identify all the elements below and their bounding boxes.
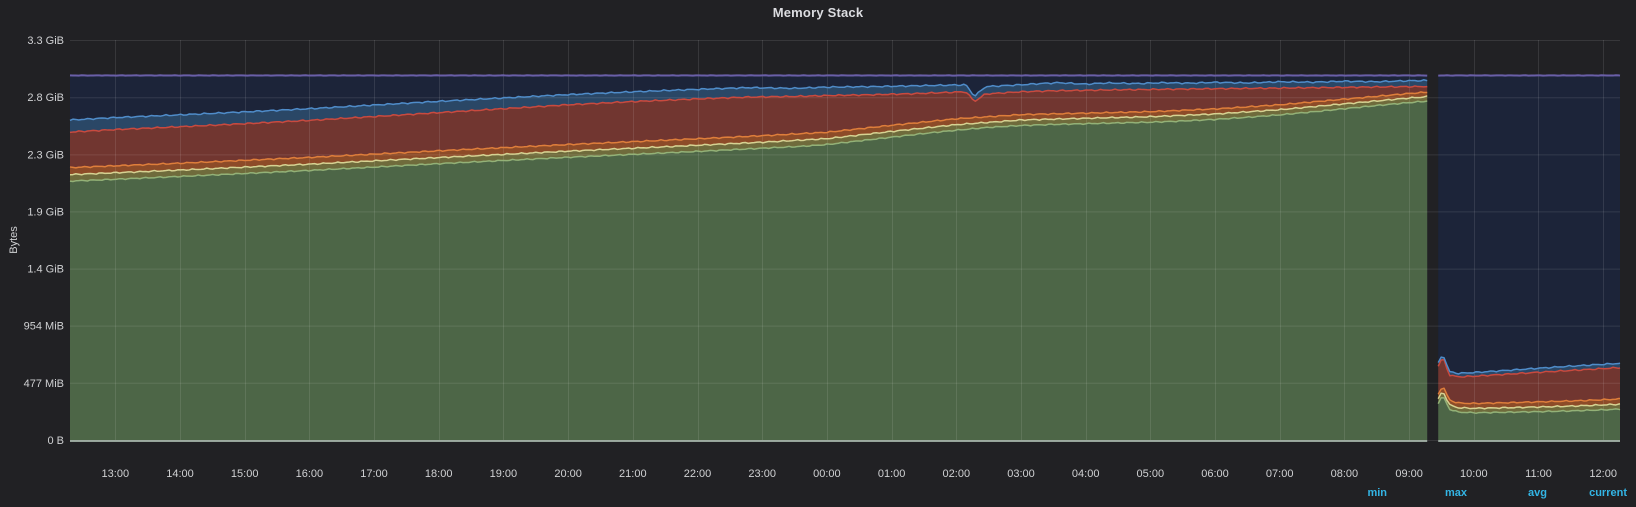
x-tick-label: 20:00: [554, 468, 582, 480]
line-orange: [1437, 387, 1621, 405]
x-tick-label: 22:00: [684, 468, 712, 480]
series-strokes: [69, 74, 1621, 415]
x-tick-label: 03:00: [1007, 468, 1035, 480]
x-tick-label: 16:00: [296, 468, 324, 480]
line-red: [1437, 358, 1621, 378]
x-tick-label: 10:00: [1460, 468, 1488, 480]
x-tick-label: 23:00: [748, 468, 776, 480]
y-tick-label: 954 MiB: [24, 321, 64, 333]
area-fills: [70, 75, 1620, 440]
legend-header-max[interactable]: max: [1444, 487, 1467, 499]
area-red: [70, 85, 1428, 168]
x-tick-label: 01:00: [878, 468, 906, 480]
y-tick-label: 2.3 GiB: [27, 149, 64, 161]
area-olive: [1438, 393, 1620, 414]
line-orange: [69, 91, 1428, 169]
x-tick-label: 08:00: [1331, 468, 1359, 480]
area-orange: [70, 91, 1428, 175]
y-tick-label: 1.4 GiB: [27, 264, 64, 276]
x-tick-label: 13:00: [102, 468, 130, 480]
x-tick-label: 21:00: [619, 468, 647, 480]
y-tick-label: 2.8 GiB: [27, 92, 64, 104]
x-tick-label: 00:00: [813, 468, 841, 480]
line-green: [1437, 396, 1621, 415]
panel-title[interactable]: Memory Stack: [772, 5, 864, 20]
x-tick-label: 04:00: [1072, 468, 1100, 480]
x-tick-label: 12:00: [1589, 468, 1617, 480]
line-blue: [69, 79, 1428, 122]
legend-header-min[interactable]: min: [1367, 487, 1387, 499]
legend-header-current[interactable]: current: [1589, 487, 1627, 499]
x-tick-label: 07:00: [1266, 468, 1294, 480]
area-blue: [70, 79, 1428, 133]
y-tick-label: 477 MiB: [24, 378, 64, 390]
line-olive: [1437, 392, 1621, 410]
legend-header-avg[interactable]: avg: [1528, 487, 1547, 499]
area-navy-total: [1438, 75, 1620, 374]
x-tick-label: 09:00: [1395, 468, 1423, 480]
line-olive: [69, 95, 1428, 176]
axis-labels: 0 B 477 MiB 954 MiB 1.4 GiB 1.9 GiB 2.3 GiB 2.…: [24, 35, 1617, 480]
line-green: [69, 100, 1428, 183]
x-tick-label: 06:00: [1201, 468, 1229, 480]
y-tick-label: 1.9 GiB: [27, 206, 64, 218]
x-tick-label: 19:00: [490, 468, 518, 480]
area-navy-total: [70, 75, 1428, 121]
area-green: [70, 101, 1428, 440]
x-tick-label: 05:00: [1137, 468, 1165, 480]
x-tick-label: 02:00: [943, 468, 971, 480]
area-blue: [1438, 357, 1620, 378]
y-tick-label: 0 B: [47, 435, 64, 447]
area-red: [1438, 359, 1620, 404]
y-tick-label: 3.3 GiB: [27, 35, 64, 47]
line-red: [69, 85, 1428, 134]
x-tick-label: 14:00: [166, 468, 194, 480]
x-tick-label: 15:00: [231, 468, 259, 480]
line-blue: [1437, 356, 1621, 375]
x-tick-label: 17:00: [360, 468, 388, 480]
area-green: [1438, 397, 1620, 440]
legend-header: min max avg current: [1307, 487, 1627, 499]
x-tick-label: 11:00: [1525, 468, 1552, 480]
x-tick-label: 18:00: [425, 468, 453, 480]
